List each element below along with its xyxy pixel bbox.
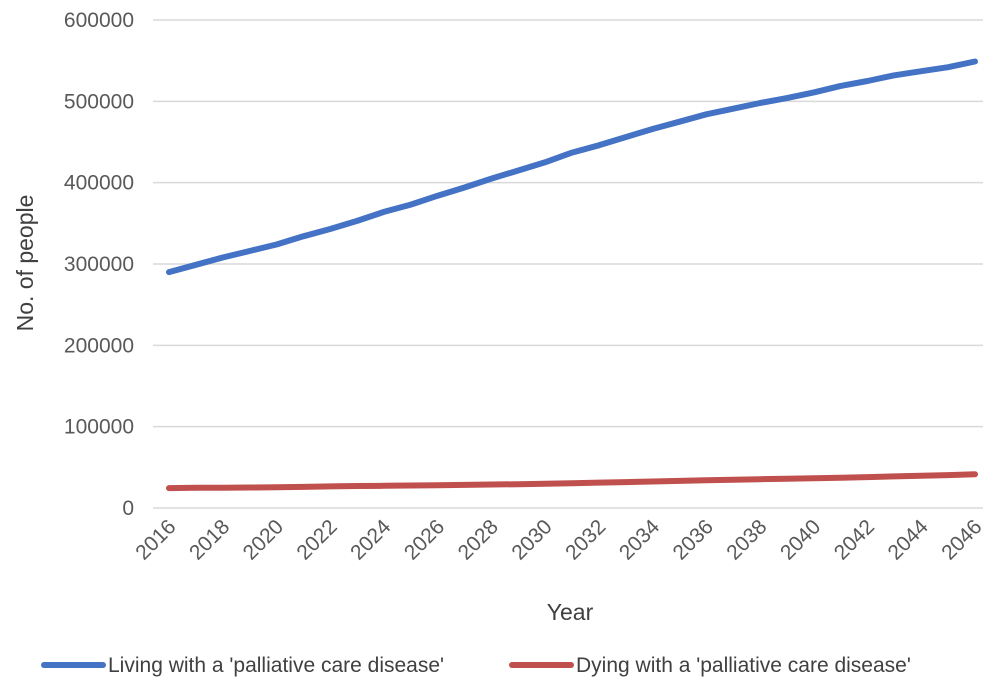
data-point [730,477,736,483]
data-point [703,477,709,483]
data-point [193,485,199,491]
data-point [435,482,441,488]
data-point [650,479,656,485]
data-point [945,472,951,478]
data-point [865,78,871,84]
x-tick-label: 2018 [185,515,234,564]
data-point [354,483,360,489]
data-point [596,142,602,148]
legend: Living with a 'palliative care disease' … [41,654,911,677]
x-tick-label: 2040 [776,515,825,564]
data-point [354,218,360,224]
y-tick-label: 500000 [64,90,134,113]
data-point [945,64,951,70]
data-point [784,95,790,101]
data-point [569,150,575,156]
data-point [784,476,790,482]
x-tick-label: 2030 [507,515,556,564]
data-point [274,242,280,248]
data-point [838,475,844,481]
x-tick-label: 2044 [884,515,934,565]
data-point [730,106,736,112]
data-point [865,474,871,480]
y-tick-label: 200000 [64,334,134,357]
y-tick-label: 600000 [64,9,134,32]
x-tick-label: 2036 [669,515,718,564]
x-tick-label: 2024 [346,515,396,565]
legend-label-dying: Dying with a 'palliative care disease' [576,654,911,677]
data-point [757,476,763,482]
data-point [327,226,333,232]
series-lines [166,58,978,492]
data-point [381,209,387,215]
y-tick-label: 0 [122,497,134,520]
data-point [596,480,602,486]
x-tick-label: 2016 [131,515,180,564]
x-tick-label: 2028 [454,515,503,564]
data-point [193,262,199,268]
data-point [677,478,683,484]
data-point [408,202,414,208]
data-point [515,481,521,487]
x-axis-tick-labels: 2016 2018 2020 2022 2024 2026 2028 2030 2032 2034… [131,515,986,565]
data-point [327,483,333,489]
data-point [247,485,253,491]
data-point [838,83,844,89]
data-point [220,255,226,261]
data-point [488,176,494,182]
data-point [300,233,306,239]
data-point [650,126,656,132]
x-tick-label: 2034 [615,515,665,565]
data-point [811,475,817,481]
x-tick-label: 2020 [239,515,288,564]
y-tick-label: 300000 [64,253,134,276]
data-point [972,59,978,65]
series-line-dying [166,471,978,492]
data-point [247,248,253,254]
legend-label-living: Living with a 'palliative care disease' [108,654,444,677]
data-point [811,89,817,95]
data-point [408,483,414,489]
data-point [462,482,468,488]
data-point [220,485,226,491]
x-tick-label: 2042 [830,515,879,564]
data-point [623,134,629,140]
data-point [166,269,172,275]
x-tick-label: 2022 [292,515,341,564]
data-point [891,473,897,479]
series-line-living [166,58,978,276]
data-point [274,484,280,490]
data-point [677,119,683,125]
data-point [515,168,521,174]
data-point [891,72,897,78]
y-tick-label: 100000 [64,416,134,439]
gridlines [153,19,983,509]
data-point [623,479,629,485]
data-point [918,473,924,479]
data-point [542,159,548,165]
data-point [703,111,709,117]
data-point [300,484,306,490]
data-point [972,471,978,477]
data-point [542,481,548,487]
data-point [918,68,924,74]
x-tick-label: 2046 [937,515,986,564]
data-point [569,480,575,486]
data-point [757,100,763,106]
y-tick-label: 400000 [64,172,134,195]
x-tick-label: 2026 [400,515,449,564]
data-point [381,483,387,489]
x-tick-label: 2032 [561,515,610,564]
data-point [435,193,441,199]
x-axis-title: Year [547,599,594,625]
data-point [488,482,494,488]
data-point [462,185,468,191]
x-tick-label: 2038 [722,515,771,564]
data-point [166,485,172,491]
y-axis-title: No. of people [12,195,38,332]
y-axis-tick-labels: 0 100000 200000 300000 400000 500000 600000 [64,9,134,520]
